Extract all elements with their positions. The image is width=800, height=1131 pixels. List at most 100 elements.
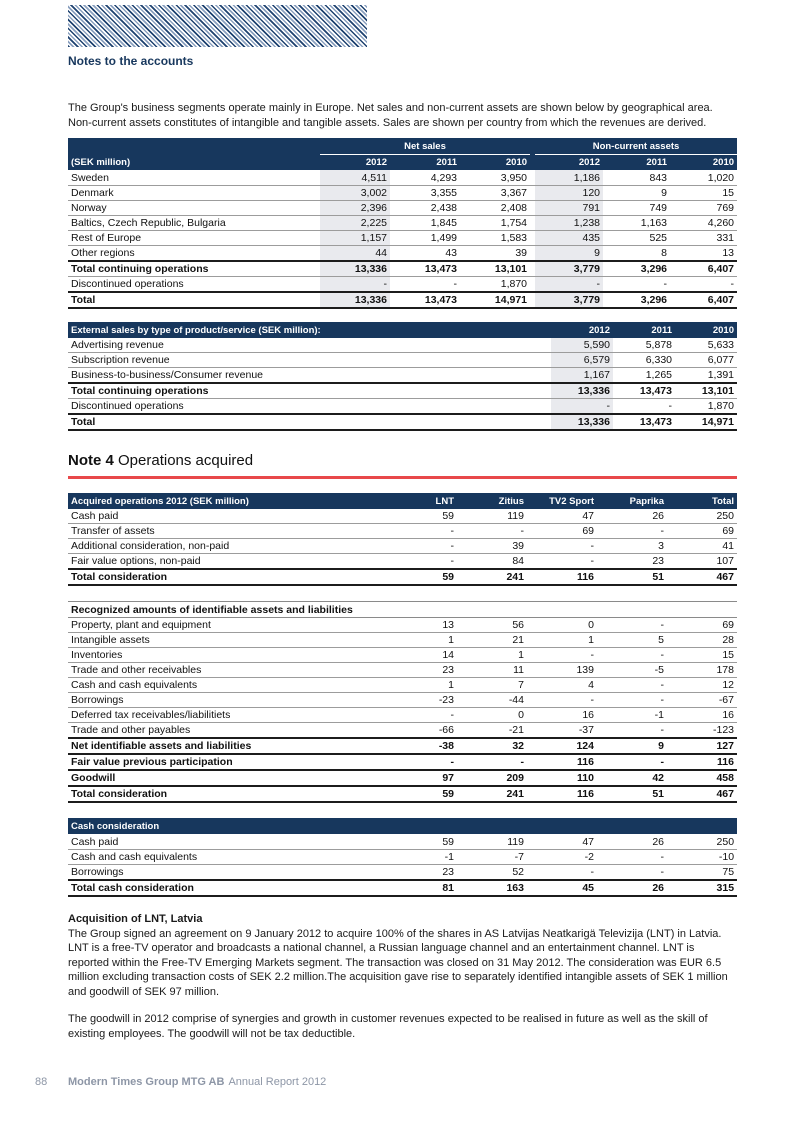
- cell-value: 0: [457, 707, 527, 724]
- cell-value: -: [400, 753, 457, 771]
- cell-value: 15: [670, 185, 738, 201]
- year-header: 2012: [320, 154, 390, 171]
- table-row: Total 13,336 13,473 14,971 3,779 3,296 6,407: [68, 290, 738, 309]
- cell-value: -: [597, 753, 667, 771]
- cell-value: 26: [597, 878, 667, 897]
- lnt-paragraph-2: The goodwill in 2012 comprise of synergi…: [68, 1013, 708, 1040]
- cell-value: 769: [670, 200, 738, 216]
- cell-value: 1,499: [390, 230, 460, 246]
- cell-value: 3,950: [460, 170, 531, 186]
- row-label: Cash and cash equivalents: [68, 849, 400, 865]
- cell-value: -2: [527, 849, 597, 865]
- footer-brand: Modern Times Group MTG AB: [68, 1076, 225, 1088]
- cell-value: 16: [527, 707, 597, 724]
- cell-value: -: [457, 523, 527, 540]
- year-header: 2011: [603, 154, 671, 171]
- cell-value: 42: [597, 769, 667, 787]
- cell-value: 32: [457, 737, 527, 755]
- cell-value: -: [597, 692, 667, 709]
- table-row: Goodwill 97 209 110 42 458: [68, 769, 737, 787]
- cell-value: 97: [400, 769, 457, 787]
- cell-value: -21: [457, 722, 527, 739]
- cell-value: 13: [400, 617, 457, 634]
- table-row: Discontinued operations - -1,870- - -: [68, 276, 738, 293]
- cell-value: 843: [603, 170, 671, 186]
- row-label: Total: [68, 413, 551, 432]
- cell-value: -: [400, 553, 457, 570]
- row-label: Inventories: [68, 647, 400, 664]
- column-gap: [530, 215, 536, 231]
- row-label: Total continuing operations: [68, 382, 551, 400]
- note-title: Operations acquired: [113, 452, 254, 470]
- cell-value: 47: [527, 508, 597, 525]
- cell-value: 59: [400, 508, 457, 525]
- recognized-amounts-table: Recognized amounts of identifiable asset…: [68, 601, 737, 804]
- row-label: Total consideration: [68, 568, 400, 587]
- row-label: Deferred tax receivables/liabilitiets: [68, 707, 400, 724]
- table-row: Borrowings -23 -44- - -67: [68, 692, 737, 709]
- row-label: Subscription revenue: [68, 352, 551, 369]
- row-label: Advertising revenue: [68, 337, 551, 354]
- table-row: Total 13,336 13,473 14,971: [68, 413, 737, 432]
- row-label: Total consideration: [68, 785, 400, 804]
- cell-value: 81: [400, 878, 457, 897]
- table-title-header: Cash consideration: [68, 818, 738, 835]
- row-label: Baltics, Czech Republic, Bulgaria: [68, 215, 320, 231]
- cell-value: 1: [527, 632, 597, 649]
- cell-value: 23: [597, 553, 667, 570]
- cell-value: 116: [527, 568, 597, 587]
- table-row: Trade and other payables -66 -21 -37- -123: [68, 722, 737, 739]
- cell-value: -: [597, 722, 667, 739]
- cell-value: 1,163: [603, 215, 671, 231]
- cash-consideration-table: Cash consideration Cash paid 59 119 47 26 250…: [68, 818, 738, 897]
- cell-value: 13,473: [613, 382, 675, 400]
- cell-value: 1,583: [460, 230, 531, 246]
- unit-header: (SEK million): [68, 154, 320, 171]
- cell-value: 23: [400, 864, 457, 881]
- cell-value: 69: [527, 523, 597, 540]
- cell-value: -: [597, 849, 667, 865]
- cell-value: -: [613, 398, 675, 415]
- cell-value: 6,077: [675, 352, 737, 369]
- cell-value: 116: [527, 753, 597, 771]
- row-label: Norway: [68, 200, 320, 216]
- table-row: Norway 2,396 2,438 2,408 791 749 769: [68, 200, 738, 216]
- cell-value: 47: [527, 834, 597, 850]
- cell-value: 13: [670, 245, 738, 262]
- table-row: Additional consideration, non-paid -39-3 4…: [68, 538, 737, 555]
- cell-value: 1: [400, 677, 457, 694]
- cell-value: -: [527, 647, 597, 664]
- cell-value: -5: [597, 662, 667, 679]
- header-gap-cell: [530, 138, 536, 155]
- row-label: Goodwill: [68, 769, 400, 787]
- cell-value: 23: [400, 662, 457, 679]
- year-header: 2010: [670, 154, 738, 171]
- cell-value: 44: [320, 245, 390, 262]
- table-row: Business-to-business/Consumer revenue 1,1…: [68, 367, 737, 384]
- cell-value: 2,225: [320, 215, 390, 231]
- cell-value: 28: [667, 632, 737, 649]
- cell-value: 51: [597, 568, 667, 587]
- cell-value: 1,238: [535, 215, 604, 231]
- row-label: Borrowings: [68, 692, 400, 709]
- row-label: Cash paid: [68, 508, 400, 525]
- row-label: Rest of Europe: [68, 230, 320, 246]
- cell-value: 435: [535, 230, 604, 246]
- cell-value: 59: [400, 834, 457, 850]
- cell-value: 26: [597, 508, 667, 525]
- cell-value: 6,407: [670, 290, 738, 309]
- table-row: Total continuing operations 13,336 13,473 1…: [68, 259, 738, 277]
- cell-value: 5,633: [675, 337, 737, 354]
- cell-value: 749: [603, 200, 671, 216]
- cell-value: 250: [667, 834, 738, 850]
- table-row: Inventories 14 1- -15: [68, 647, 737, 664]
- column-header-lnt: LNT: [400, 492, 457, 509]
- cell-value: 110: [527, 769, 597, 787]
- subheader-row: Recognized amounts of identifiable asset…: [68, 601, 737, 619]
- cell-value: 16: [667, 707, 737, 724]
- cell-value: 458: [667, 769, 737, 787]
- table-row: Cash and cash equivalents -1 -7 -2- -10: [68, 849, 738, 865]
- table-row: Total cash consideration 81 163 45 26 315: [68, 878, 738, 897]
- year-header-row: (SEK million) 2012 2011 2010 2012 2011 2…: [68, 154, 738, 171]
- cell-value: 3,296: [603, 259, 671, 277]
